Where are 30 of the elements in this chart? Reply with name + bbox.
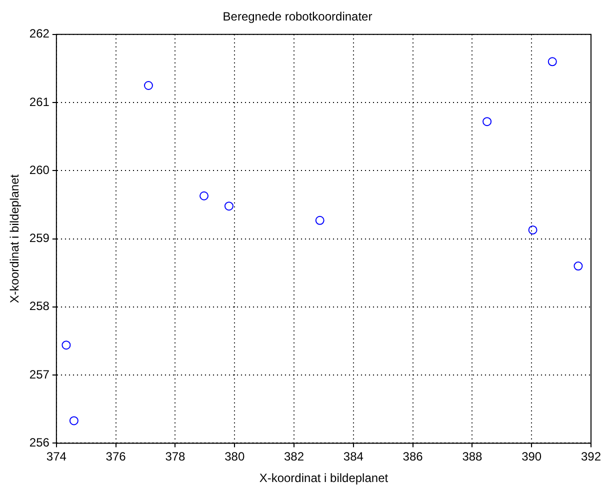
x-tick-label: 378 (165, 450, 186, 464)
x-tick-label: 390 (522, 450, 542, 464)
x-tick-label: 384 (343, 450, 364, 464)
x-tick-label: 382 (284, 450, 304, 464)
point (200, 191, 209, 200)
y-tick-label: 259 (29, 231, 50, 246)
point (482, 117, 492, 126)
x-tick-label: 376 (106, 450, 126, 464)
x-tick-label: 380 (224, 450, 245, 464)
point (574, 262, 583, 271)
y-tick-label: 261 (29, 94, 50, 109)
point (224, 202, 234, 211)
point (62, 340, 71, 350)
point (528, 225, 538, 234)
point (315, 216, 324, 225)
y-axis-title: X-koordinat i bildeplanet (8, 174, 22, 304)
y-tick-label: 257 (29, 367, 50, 382)
point (548, 57, 557, 66)
y-tick-label: 262 (29, 26, 50, 41)
y-tick-label: 258 (29, 299, 50, 314)
x-tick-label: 386 (402, 450, 424, 464)
chart-title: Beregnede robotkoordinater (222, 10, 372, 24)
x-tick-label: 374 (46, 450, 67, 464)
y-tick-label: 256 (29, 436, 50, 450)
x-axis-title: X-koordinat i bildeplanet (259, 471, 389, 486)
point (69, 416, 78, 426)
y-tick-label: 260 (29, 162, 50, 177)
point (144, 81, 153, 90)
x-tick-label: 388 (462, 450, 483, 464)
x-tick-label: 392 (580, 450, 602, 464)
